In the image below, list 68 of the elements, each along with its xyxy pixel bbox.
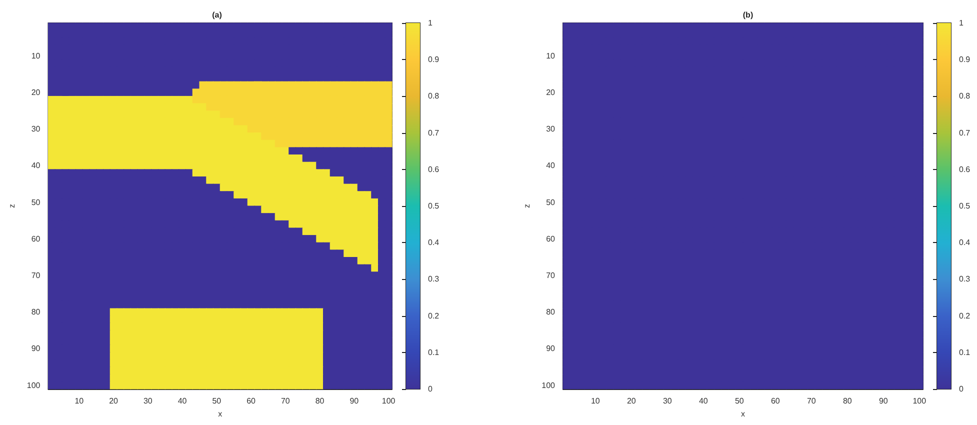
x-tick-label: 30 (143, 396, 153, 406)
y-tick-label: 100 (541, 380, 556, 390)
y-tick-label: 30 (31, 124, 41, 134)
y-tick-label: 90 (546, 344, 556, 354)
y-tick-label: 40 (546, 161, 556, 170)
color-bar-label: 0.3 (428, 274, 440, 284)
y-tick-label: 70 (546, 271, 556, 280)
y-tick-label: 50 (31, 198, 41, 207)
x-tick-label: 10 (590, 396, 600, 406)
color-bar-label: 0.2 (428, 311, 440, 320)
y-tick-label: 30 (546, 124, 556, 134)
x-tick-label: 10 (74, 396, 84, 406)
y-axis-title: z (522, 204, 531, 208)
color-bar-label: 0.6 (428, 164, 440, 174)
color-bar-label: 0.7 (428, 128, 440, 138)
y-axis-title: z (8, 204, 16, 208)
color-bar-label: 0.9 (428, 55, 440, 64)
color-bar-label: 0.7 (958, 128, 970, 138)
y-tick-label: 40 (31, 161, 41, 170)
x-tick-label: 90 (350, 396, 360, 406)
color-bar-label: 0.1 (428, 348, 440, 357)
chart-title: (b) (742, 10, 753, 20)
y-tick-label: 80 (31, 308, 41, 317)
x-tick-label: 80 (315, 396, 325, 406)
chart-title: (a) (212, 10, 222, 20)
color-bar-label: 0.8 (958, 92, 970, 101)
y-tick-label: 60 (546, 234, 556, 244)
color-bar-label: 0.8 (428, 92, 440, 101)
y-tick-label: 50 (546, 198, 556, 207)
x-axis-title: x (740, 409, 744, 418)
color-bar-label: 0.2 (958, 311, 970, 320)
color-bar-label: 0.6 (958, 164, 970, 174)
x-tick-label: 50 (734, 396, 744, 406)
color-bar-label: 1 (428, 18, 433, 28)
x-tick-label: 70 (280, 396, 290, 406)
x-tick-label: 60 (246, 396, 256, 406)
color-bar-label: 0.1 (958, 348, 970, 357)
y-tick-label: 80 (546, 308, 556, 317)
color-bar-label: 0.4 (428, 238, 440, 248)
y-tick-label: 20 (546, 88, 556, 98)
color-bar-label: 0.4 (958, 238, 970, 248)
x-tick-label: 70 (806, 396, 816, 406)
x-tick-label: 30 (662, 396, 672, 406)
x-tick-label: 20 (626, 396, 636, 406)
color-bar-label: 1 (958, 18, 964, 28)
x-tick-label: 60 (770, 396, 780, 406)
x-tick-label: 40 (178, 396, 188, 406)
x-tick-label: 20 (109, 396, 119, 406)
x-tick-label: 100 (382, 396, 396, 406)
x-tick-label: 90 (878, 396, 888, 406)
y-tick-label: 70 (31, 271, 41, 280)
y-tick-label: 100 (26, 380, 41, 390)
color-bar-label: 0.9 (958, 55, 970, 64)
x-tick-label: 80 (842, 396, 852, 406)
y-tick-label: 60 (31, 234, 41, 244)
color-bar-label: 0 (958, 384, 964, 394)
y-tick-label: 10 (546, 51, 556, 60)
x-tick-label: 40 (698, 396, 708, 406)
x-axis-title: x (218, 409, 222, 418)
x-tick-label: 50 (212, 396, 222, 406)
color-bar-label: 0.3 (958, 274, 970, 284)
color-bar-label: 0 (428, 384, 433, 394)
y-tick-label: 90 (31, 344, 41, 354)
x-tick-label: 100 (912, 396, 926, 406)
color-bar-label: 0.5 (958, 202, 970, 210)
y-tick-label: 10 (31, 51, 41, 60)
y-tick-label: 20 (31, 88, 41, 98)
color-bar-label: 0.5 (428, 202, 440, 210)
